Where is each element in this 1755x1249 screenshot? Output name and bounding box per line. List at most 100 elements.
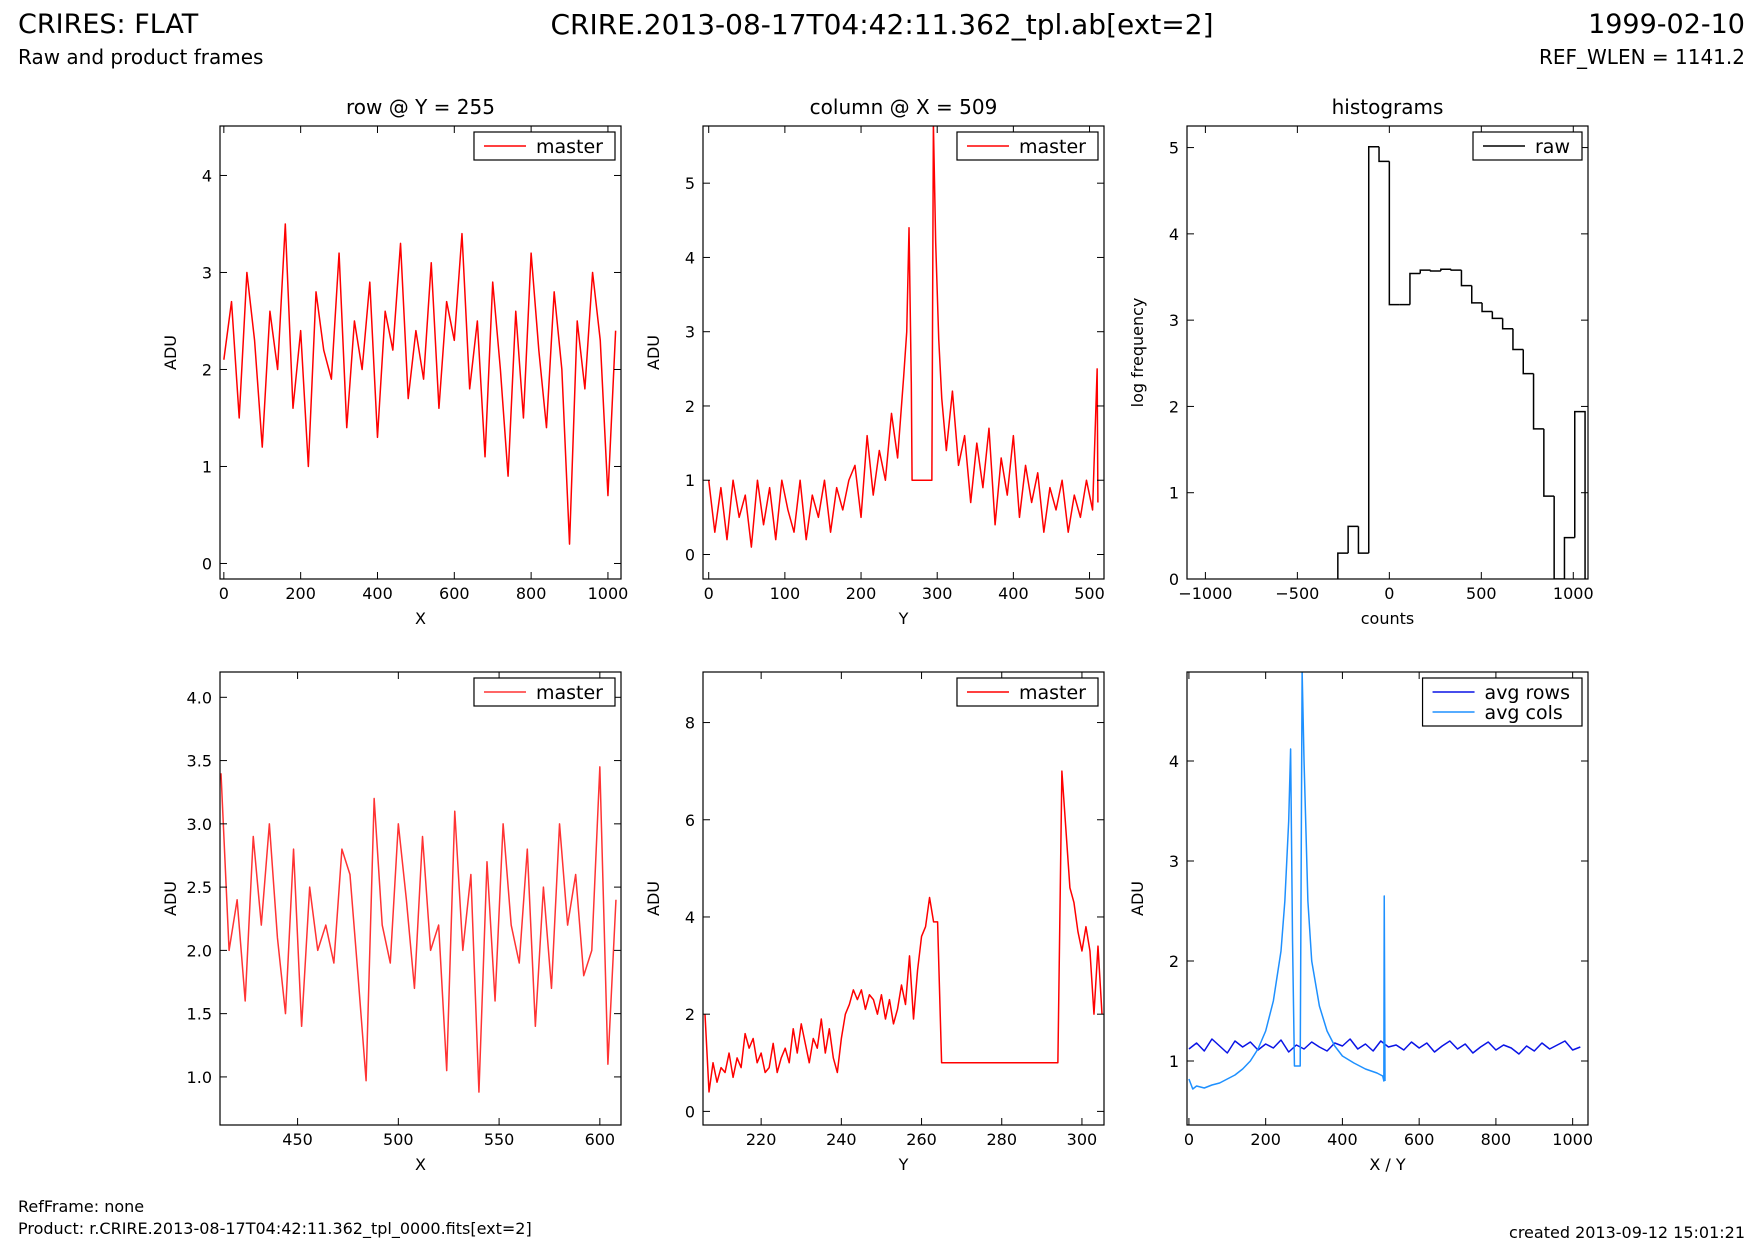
x-tick-label: 550 — [484, 1130, 515, 1149]
data-line — [1188, 672, 1386, 1090]
x-tick-label: 400 — [998, 584, 1029, 603]
x-tick-label: 500 — [383, 1130, 414, 1149]
y-tick-label: 1.5 — [187, 1005, 212, 1024]
y-tick-label: 2.0 — [187, 941, 212, 960]
x-tick-label: 1000 — [588, 584, 629, 603]
panel: 0 200 400 600 800 1000 1 2 3 4 X / Y ADU avg rowsavg… — [1128, 671, 1593, 1174]
panel-title: row @ Y = 255 — [346, 95, 495, 119]
legend: raw — [1472, 131, 1583, 161]
y-tick-label: 2 — [1169, 952, 1179, 971]
legend: master — [473, 677, 616, 707]
y-axis-label: ADU — [161, 881, 180, 916]
axes-frame — [1186, 125, 1589, 580]
x-tick-label: 280 — [986, 1130, 1017, 1149]
y-tick-label: 3 — [685, 323, 695, 342]
y-axis-label: ADU — [644, 335, 663, 370]
x-tick-label: 500 — [1466, 584, 1497, 603]
y-axis-label: ADU — [1128, 881, 1147, 916]
panel: 450 500 550 600 1.0 1.5 2.0 2.5 3.0 3.5 4.0 X ADU mas… — [161, 671, 622, 1174]
x-tick-label: 260 — [906, 1130, 937, 1149]
y-tick-label: 4.0 — [187, 688, 212, 707]
histogram-step — [1419, 269, 1431, 274]
x-tick-label: 600 — [1404, 1130, 1435, 1149]
histogram-step — [1347, 525, 1359, 554]
plot-area — [223, 223, 617, 545]
histogram-step — [1563, 536, 1575, 579]
plot-area — [1337, 145, 1586, 579]
y-tick-label: 2 — [202, 360, 212, 379]
panel: 220 240 260 280 300 0 2 4 6 8 Y ADU master — [644, 671, 1105, 1174]
histogram-step — [1512, 328, 1524, 351]
y-tick-label: 1 — [685, 471, 695, 490]
x-tick-label: 220 — [746, 1130, 777, 1149]
histogram-step — [1337, 552, 1349, 579]
y-axis-label: log frequency — [1128, 298, 1147, 408]
x-axis-label: X / Y — [1369, 1155, 1406, 1174]
x-tick-label: 800 — [1481, 1130, 1512, 1149]
legend-label: avg cols — [1485, 702, 1563, 724]
x-tick-label: 1000 — [1552, 1130, 1593, 1149]
data-line — [220, 766, 617, 1093]
x-tick-label: −1000 — [1178, 584, 1232, 603]
panel: 0 100 200 300 400 500 0 1 2 3 4 5 column @ X = 509 Y A… — [644, 95, 1105, 628]
legend-label: master — [536, 136, 603, 158]
y-tick-label: 1 — [1169, 1052, 1179, 1071]
x-tick-label: 1000 — [1553, 584, 1594, 603]
histogram-step — [1357, 526, 1369, 554]
histogram-step — [1481, 302, 1493, 313]
histogram-step — [1471, 285, 1483, 304]
panel: 0 200 400 600 800 1000 0 1 2 3 4 row @ Y = 255 X ADU m… — [161, 95, 628, 628]
x-tick-label: 600 — [585, 1130, 616, 1149]
legend-label: master — [536, 682, 603, 704]
plot-area — [707, 126, 1099, 548]
x-axis-label: counts — [1361, 609, 1414, 628]
histogram-step — [1409, 272, 1421, 305]
histogram-step — [1450, 269, 1462, 271]
x-axis-label: Y — [898, 1155, 909, 1174]
panel-title: column @ X = 509 — [810, 95, 998, 119]
x-tick-label: 240 — [826, 1130, 857, 1149]
legend: master — [473, 131, 616, 161]
plot-area — [220, 766, 617, 1093]
x-axis-label: X — [415, 609, 426, 628]
histogram-step — [1501, 318, 1513, 330]
x-tick-label: −500 — [1275, 584, 1319, 603]
y-tick-label: 3 — [202, 263, 212, 282]
created: created 2013-09-12 15:01:21 — [1509, 1223, 1745, 1242]
y-tick-label: 5 — [685, 174, 695, 193]
axes-frame — [702, 125, 1105, 580]
product: Product: r.CRIRE.2013-08-17T04:42:11.362… — [18, 1219, 532, 1239]
axes-frame — [219, 671, 622, 1126]
x-tick-label: 300 — [1067, 1130, 1098, 1149]
plot-area — [704, 770, 1103, 1093]
y-tick-label: 0 — [685, 1102, 695, 1121]
x-tick-label: 100 — [770, 584, 801, 603]
panel: −1000 −500 0 500 1000 0 1 2 3 4 5 histograms counts l… — [1128, 95, 1594, 628]
ref-wlen: REF_WLEN = 1141.2 — [1539, 45, 1745, 69]
legend-label: raw — [1535, 136, 1570, 158]
x-tick-label: 200 — [846, 584, 877, 603]
x-tick-label: 400 — [362, 584, 393, 603]
axes-frame — [702, 671, 1105, 1126]
x-tick-label: 0 — [1184, 1130, 1194, 1149]
x-tick-label: 300 — [922, 584, 953, 603]
x-tick-label: 450 — [282, 1130, 313, 1149]
y-tick-label: 1.0 — [187, 1068, 212, 1087]
axes-frame — [1186, 671, 1589, 1126]
x-tick-label: 200 — [285, 584, 316, 603]
histogram-step — [1460, 270, 1472, 287]
y-tick-label: 3.0 — [187, 815, 212, 834]
y-tick-label: 3 — [1169, 852, 1179, 871]
y-axis-label: ADU — [644, 881, 663, 916]
plot-area — [1188, 672, 1581, 1090]
histogram-step — [1378, 146, 1390, 163]
y-tick-label: 4 — [685, 248, 695, 267]
axes-frame — [219, 125, 622, 580]
y-tick-label: 2 — [1169, 397, 1179, 416]
x-axis-label: X — [415, 1155, 426, 1174]
page-subtitle: Raw and product frames — [18, 45, 263, 69]
panel-title: histograms — [1332, 95, 1444, 119]
